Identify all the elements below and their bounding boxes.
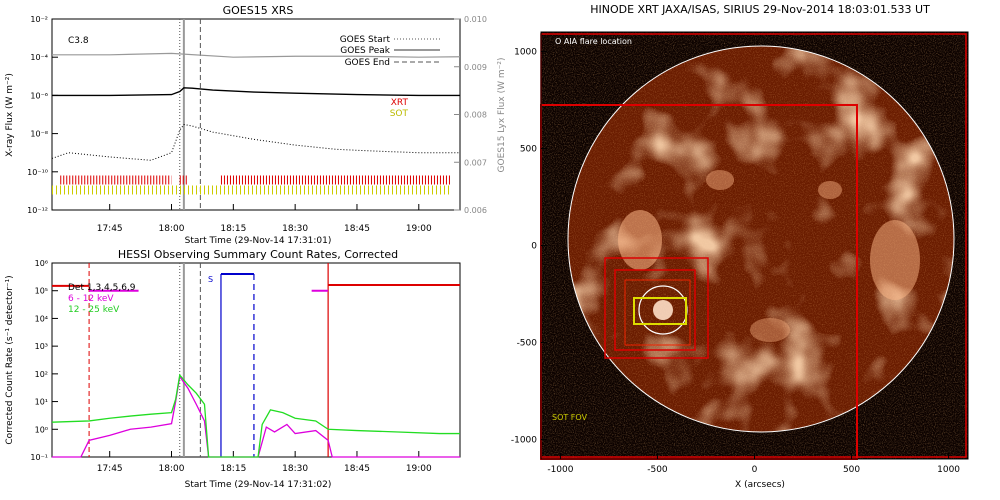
xrt-y-tick-label: 1000 bbox=[514, 47, 537, 57]
hessi-x-tick-label: 17:45 bbox=[97, 464, 123, 474]
hessi-ylabel: Corrected Count Rate (s⁻¹ detector⁻¹) bbox=[5, 275, 15, 444]
goes-y-tick-label: 10⁻² bbox=[30, 15, 48, 24]
legend-6-12-kev: 6 - 12 keV bbox=[68, 294, 114, 304]
xrt-fov-small-1 bbox=[614, 269, 696, 351]
goes-y2-tick-label: 0.006 bbox=[464, 206, 487, 215]
goes-x-tick-label: 18:15 bbox=[220, 224, 246, 234]
hessi-12-25-kev-line bbox=[51, 373, 460, 458]
goes-x-ticks: 17:45 18:00 18:15 18:30 18:45 19:00 bbox=[97, 204, 432, 234]
xrt-fov-medium bbox=[604, 257, 709, 359]
goes-y2-tick-label: 0.008 bbox=[464, 111, 487, 120]
goes-title: GOES15 XRS bbox=[223, 4, 294, 17]
goes-x-tick-label: 18:30 bbox=[282, 224, 308, 234]
goes-y-tick-label: 10⁻⁴ bbox=[30, 53, 48, 62]
xrt-x-tick-label: -500 bbox=[647, 465, 668, 475]
xrt-y-tick-label: -500 bbox=[517, 339, 538, 349]
hessi-y-tick-label: 10⁴ bbox=[35, 314, 48, 323]
goes-y2-tick-label: 0.009 bbox=[464, 63, 487, 72]
saa-label: S bbox=[208, 275, 213, 284]
hessi-title: HESSI Observing Summary Count Rates, Cor… bbox=[118, 248, 398, 261]
goes-x-tick-label: 17:45 bbox=[97, 224, 123, 234]
hessi-y-tick-label: 10⁰ bbox=[35, 425, 48, 434]
legend-detectors: Det 1,3,4,5,6,9 bbox=[68, 283, 136, 293]
goes-long-channel-line bbox=[52, 87, 460, 97]
xrt-y-ticks: -1000 -500 0 500 1000 bbox=[511, 47, 547, 446]
goes-short-channel-line bbox=[51, 123, 460, 161]
hessi-x-ticks: 17:45 18:00 18:15 18:30 18:45 19:00 bbox=[97, 451, 432, 474]
hessi-data bbox=[51, 263, 460, 458]
xrt-y-tick-label: 500 bbox=[520, 144, 537, 154]
xrt-x-tick-label: 1000 bbox=[937, 465, 960, 475]
goes-y2-ticks: 0.006 0.007 0.008 0.009 0.010 bbox=[454, 15, 487, 215]
goes-y2-tick-label: 0.007 bbox=[464, 158, 487, 167]
goes-y-tick-label: 10⁻⁸ bbox=[30, 130, 48, 139]
hessi-x-tick-label: 18:30 bbox=[282, 464, 308, 474]
goes-annotation: C3.8 bbox=[68, 36, 89, 46]
goes-ylabel: X-ray Flux (W m⁻²) bbox=[5, 73, 15, 157]
xrt-x-tick-label: -1000 bbox=[547, 465, 573, 475]
legend-goes-start: GOES Start bbox=[340, 35, 391, 45]
goes-legend: GOES Start GOES Peak GOES End XRT SOT bbox=[340, 35, 440, 119]
hessi-y-ticks: 10⁻¹ 10⁰ 10¹ 10² 10³ 10⁴ 10⁵ 10⁶ bbox=[30, 259, 58, 462]
hessi-x-tick-label: 18:15 bbox=[220, 464, 246, 474]
goes-y2-tick-label: 0.010 bbox=[464, 15, 487, 24]
xrt-x-tick-label: 0 bbox=[752, 465, 758, 475]
xrt-x-ticks: -1000 -500 0 500 1000 bbox=[547, 453, 960, 475]
xrt-title: HINODE XRT JAXA/ISAS, SIRIUS 29-Nov-2014… bbox=[590, 3, 930, 16]
xrt-y-tick-label: 0 bbox=[531, 242, 537, 252]
goes-panel: GOES15 XRS 10⁻¹² 10⁻¹⁰ 10⁻⁸ 10⁻⁶ 10⁻⁴ 10⁻² 0.… bbox=[5, 4, 507, 246]
goes-data bbox=[51, 19, 461, 210]
xrt-fov-small-2 bbox=[624, 279, 691, 346]
goes-y-tick-label: 10⁻¹² bbox=[27, 206, 48, 215]
hessi-x-tick-label: 18:45 bbox=[344, 464, 370, 474]
goes-x-tick-label: 18:00 bbox=[159, 224, 185, 234]
sot-fov-box bbox=[633, 297, 687, 325]
hessi-xlabel: Start Time (29-Nov-14 17:31:02) bbox=[185, 480, 332, 490]
goes-x-tick-label: 19:00 bbox=[406, 224, 432, 234]
goes-y-ticks: 10⁻¹² 10⁻¹⁰ 10⁻⁸ 10⁻⁶ 10⁻⁴ 10⁻² bbox=[27, 15, 58, 215]
hessi-y-tick-label: 10⁻¹ bbox=[30, 453, 48, 462]
legend-goes-peak: GOES Peak bbox=[340, 46, 390, 56]
solar-limb bbox=[567, 45, 955, 433]
hessi-6-12-kev-line bbox=[52, 374, 460, 458]
hessi-y-tick-label: 10³ bbox=[35, 342, 48, 351]
hessi-panel: HESSI Observing Summary Count Rates, Cor… bbox=[5, 248, 461, 490]
goes-x-tick-label: 18:45 bbox=[344, 224, 370, 234]
hessi-x-tick-label: 18:00 bbox=[159, 464, 185, 474]
aia-flare-legend: O AIA flare location bbox=[555, 37, 632, 46]
sun-image bbox=[541, 32, 968, 459]
goes-y2label: GOES15 Lyx Flux (W m⁻²) bbox=[497, 58, 507, 173]
xrt-y-tick-label: -1000 bbox=[511, 436, 537, 446]
goes-lyx-line bbox=[52, 52, 461, 58]
legend-12-25-kev: 12 - 25 keV bbox=[68, 305, 120, 315]
hessi-y-tick-label: 10⁵ bbox=[35, 287, 48, 296]
legend-goes-end: GOES End bbox=[345, 58, 390, 68]
sot-label: SOT bbox=[390, 109, 409, 119]
hessi-y-tick-label: 10¹ bbox=[35, 398, 48, 407]
xrt-x-tick-label: 500 bbox=[843, 465, 860, 475]
sot-fov-label: SOT FOV bbox=[552, 413, 588, 422]
hessi-x-tick-label: 19:00 bbox=[406, 464, 432, 474]
hessi-y-tick-label: 10⁶ bbox=[35, 259, 48, 268]
goes-y-tick-label: 10⁻¹⁰ bbox=[27, 168, 48, 177]
hessi-y-tick-label: 10² bbox=[35, 370, 48, 379]
hessi-legend: Det 1,3,4,5,6,9 6 - 12 keV 12 - 25 keV bbox=[68, 283, 136, 315]
flare-core bbox=[653, 300, 673, 320]
goes-y-tick-label: 10⁻⁶ bbox=[30, 91, 48, 100]
xrt-label: XRT bbox=[391, 98, 409, 108]
goes-xlabel: Start Time (29-Nov-14 17:31:01) bbox=[185, 236, 332, 246]
xrt-panel: HINODE XRT JAXA/ISAS, SIRIUS 29-Nov-2014… bbox=[511, 3, 969, 490]
xrt-xlabel: X (arcsecs) bbox=[735, 480, 785, 490]
